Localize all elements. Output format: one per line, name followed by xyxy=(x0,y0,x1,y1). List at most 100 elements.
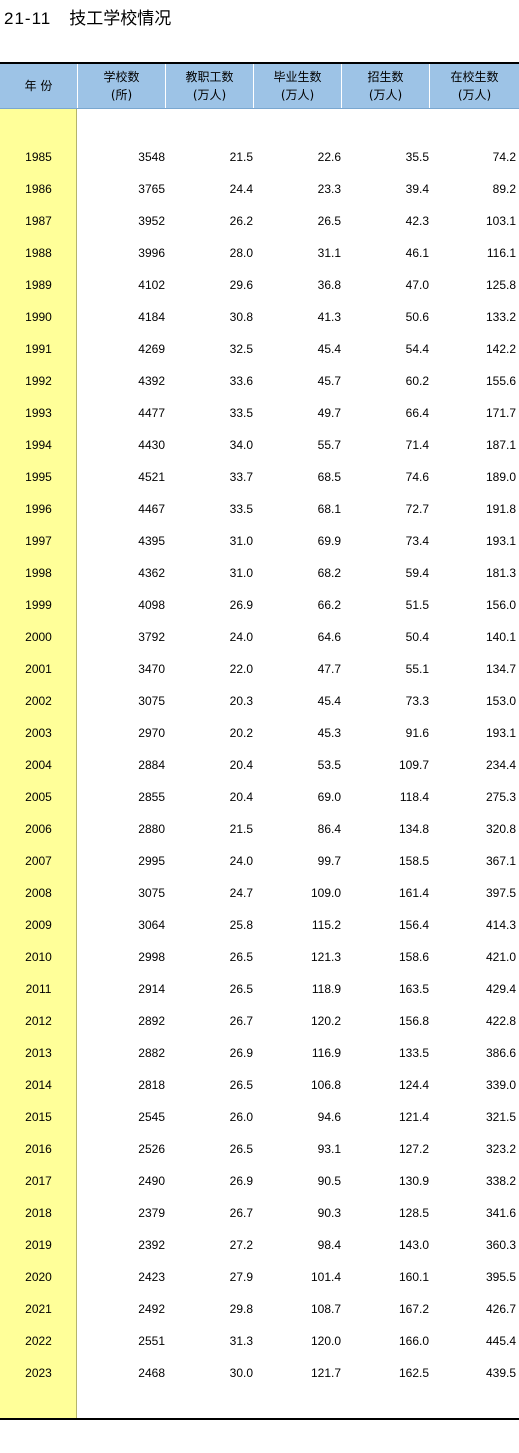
table-row: 2013 2882 26.9 116.9 133.5 386.6 xyxy=(0,1037,519,1069)
cell-students: 103.1 xyxy=(485,214,516,228)
cell-students: 422.8 xyxy=(485,1014,516,1028)
cell-staff: 27.9 xyxy=(229,1270,253,1284)
cell-enrollment: 35.5 xyxy=(405,150,429,164)
cell-graduates: 64.6 xyxy=(317,630,341,644)
cell-year: 2019 xyxy=(25,1238,52,1252)
cell-enrollment: 127.2 xyxy=(398,1142,429,1156)
cell-staff: 26.9 xyxy=(229,1046,253,1060)
table-row: 2009 3064 25.8 115.2 156.4 414.3 xyxy=(0,909,519,941)
cell-students: 125.8 xyxy=(485,278,516,292)
cell-graduates: 86.4 xyxy=(317,822,341,836)
table-row: 1986 3765 24.4 23.3 39.4 89.2 xyxy=(0,173,519,205)
cell-enrollment: 156.4 xyxy=(398,918,429,932)
cell-schools: 3792 xyxy=(138,630,165,644)
cell-enrollment: 109.7 xyxy=(398,758,429,772)
table-title: 21-11 技工学校情况 xyxy=(4,6,171,32)
cell-enrollment: 60.2 xyxy=(405,374,429,388)
table-row: 1990 4184 30.8 41.3 50.6 133.2 xyxy=(0,301,519,333)
cell-students: 321.5 xyxy=(485,1110,516,1124)
cell-schools: 2914 xyxy=(138,982,165,996)
cell-students: 323.2 xyxy=(485,1142,516,1156)
table-row: 2006 2880 21.5 86.4 134.8 320.8 xyxy=(0,813,519,845)
cell-year: 1990 xyxy=(25,310,52,324)
cell-staff: 26.9 xyxy=(229,598,253,612)
cell-graduates: 55.7 xyxy=(317,438,341,452)
cell-staff: 20.3 xyxy=(229,694,253,708)
bottom-rule xyxy=(0,1418,519,1420)
cell-schools: 2995 xyxy=(138,854,165,868)
cell-year: 2001 xyxy=(25,662,52,676)
cell-schools: 2492 xyxy=(138,1302,165,1316)
cell-graduates: 23.3 xyxy=(317,182,341,196)
table-row: 2001 3470 22.0 47.7 55.1 134.7 xyxy=(0,653,519,685)
cell-enrollment: 73.4 xyxy=(405,534,429,548)
cell-schools: 2970 xyxy=(138,726,165,740)
cell-year: 2012 xyxy=(25,1014,52,1028)
cell-year: 1994 xyxy=(25,438,52,452)
cell-students: 397.5 xyxy=(485,886,516,900)
cell-enrollment: 71.4 xyxy=(405,438,429,452)
header-staff: 教职工数 (万人) xyxy=(165,64,253,108)
cell-students: 360.3 xyxy=(485,1238,516,1252)
cell-schools: 3996 xyxy=(138,246,165,260)
table-row: 2022 2551 31.3 120.0 166.0 445.4 xyxy=(0,1325,519,1357)
cell-schools: 4467 xyxy=(138,502,165,516)
cell-year: 2008 xyxy=(25,886,52,900)
cell-graduates: 115.2 xyxy=(311,918,341,932)
cell-staff: 32.5 xyxy=(229,342,253,356)
table-row: 2004 2884 20.4 53.5 109.7 234.4 xyxy=(0,749,519,781)
cell-staff: 31.0 xyxy=(229,534,253,548)
table-row: 2010 2998 26.5 121.3 158.6 421.0 xyxy=(0,941,519,973)
cell-graduates: 45.3 xyxy=(317,726,341,740)
cell-enrollment: 121.4 xyxy=(398,1110,429,1124)
cell-staff: 21.5 xyxy=(229,822,253,836)
table-row: 2014 2818 26.5 106.8 124.4 339.0 xyxy=(0,1069,519,1101)
table-row: 2011 2914 26.5 118.9 163.5 429.4 xyxy=(0,973,519,1005)
cell-students: 320.8 xyxy=(485,822,516,836)
cell-schools: 4521 xyxy=(138,470,165,484)
cell-students: 193.1 xyxy=(485,534,516,548)
table-row: 1991 4269 32.5 45.4 54.4 142.2 xyxy=(0,333,519,365)
cell-enrollment: 54.4 xyxy=(405,342,429,356)
cell-year: 1986 xyxy=(25,182,52,196)
cell-year: 1988 xyxy=(25,246,52,260)
cell-staff: 25.8 xyxy=(229,918,253,932)
cell-graduates: 99.7 xyxy=(317,854,341,868)
cell-year: 2020 xyxy=(25,1270,52,1284)
cell-students: 181.3 xyxy=(485,566,516,580)
cell-schools: 2551 xyxy=(138,1334,165,1348)
cell-schools: 3470 xyxy=(138,662,165,676)
cell-graduates: 36.8 xyxy=(317,278,341,292)
table-row: 2016 2526 26.5 93.1 127.2 323.2 xyxy=(0,1133,519,1165)
cell-students: 386.6 xyxy=(485,1046,516,1060)
cell-graduates: 69.9 xyxy=(317,534,341,548)
cell-staff: 33.5 xyxy=(229,502,253,516)
cell-schools: 4102 xyxy=(138,278,165,292)
cell-students: 338.2 xyxy=(485,1174,516,1188)
table-name: 技工学校情况 xyxy=(69,9,172,29)
cell-schools: 3952 xyxy=(138,214,165,228)
cell-enrollment: 50.6 xyxy=(405,310,429,324)
cell-students: 74.2 xyxy=(492,150,516,164)
cell-students: 140.1 xyxy=(485,630,516,644)
cell-year: 1998 xyxy=(25,566,52,580)
table-row: 1985 3548 21.5 22.6 35.5 74.2 xyxy=(0,141,519,173)
cell-graduates: 98.4 xyxy=(317,1238,341,1252)
cell-graduates: 47.7 xyxy=(317,662,341,676)
cell-graduates: 120.2 xyxy=(310,1014,341,1028)
table-row: 2008 3075 24.7 109.0 161.4 397.5 xyxy=(0,877,519,909)
cell-enrollment: 124.4 xyxy=(398,1078,429,1092)
cell-staff: 20.2 xyxy=(229,726,253,740)
table-row: 2005 2855 20.4 69.0 118.4 275.3 xyxy=(0,781,519,813)
cell-enrollment: 59.4 xyxy=(405,566,429,580)
cell-graduates: 120.0 xyxy=(310,1334,341,1348)
cell-students: 156.0 xyxy=(485,598,516,612)
cell-schools: 3075 xyxy=(138,694,165,708)
cell-staff: 20.4 xyxy=(229,790,253,804)
cell-staff: 26.2 xyxy=(229,214,253,228)
cell-year: 2003 xyxy=(25,726,52,740)
cell-students: 116.1 xyxy=(486,246,516,260)
cell-enrollment: 74.6 xyxy=(405,470,429,484)
cell-staff: 26.5 xyxy=(229,1142,253,1156)
cell-staff: 30.8 xyxy=(229,310,253,324)
